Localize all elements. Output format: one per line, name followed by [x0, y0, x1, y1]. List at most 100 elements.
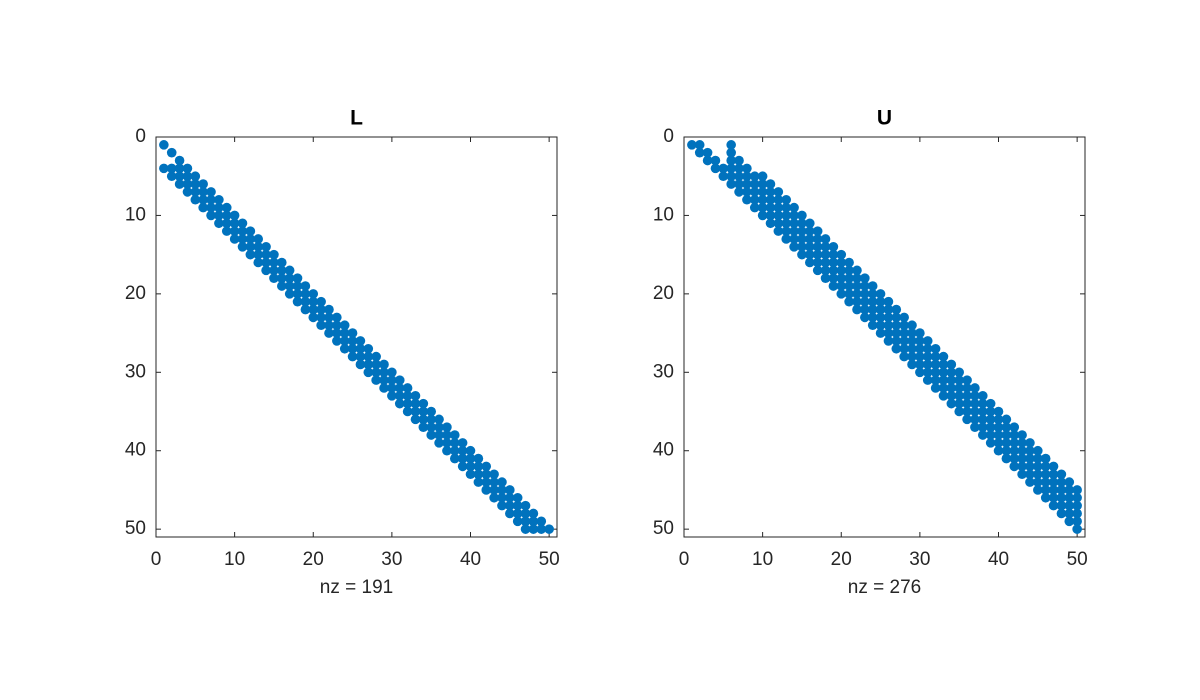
- nonzero-dot: [970, 391, 980, 401]
- nonzero-dot: [528, 516, 539, 527]
- nonzero-dot: [852, 289, 862, 299]
- nonzero-dot: [742, 163, 752, 174]
- nonzero-dot: [962, 398, 972, 409]
- nonzero-dot: [836, 289, 847, 299]
- nonzero-dot: [899, 328, 909, 338]
- nonzero-dot: [710, 163, 721, 174]
- axes-title: L: [350, 107, 363, 130]
- nonzero-dot: [292, 273, 303, 283]
- nonzero-dot: [418, 398, 429, 409]
- y-tick-label: 30: [125, 361, 146, 382]
- nonzero-dot: [528, 524, 539, 534]
- nonzero-dot: [1048, 500, 1059, 511]
- nonzero-dot: [434, 422, 444, 432]
- nonzero-dot: [922, 375, 933, 385]
- y-tick-label: 40: [125, 440, 146, 461]
- nonzero-dot: [860, 273, 870, 283]
- nonzero-dot: [765, 194, 776, 205]
- nonzero-dot: [512, 508, 523, 519]
- nonzero-dot: [773, 218, 784, 229]
- nonzero-dot: [977, 414, 988, 425]
- nonzero-dot: [812, 234, 823, 244]
- nonzero-dot: [812, 242, 823, 252]
- nonzero-dot: [844, 257, 854, 268]
- nonzero-dot: [339, 336, 350, 346]
- nonzero-dot: [875, 304, 886, 315]
- nonzero-dot: [497, 477, 507, 487]
- nonzero-dot: [394, 375, 405, 385]
- nonzero-dot: [316, 296, 326, 307]
- nonzero-dot: [269, 273, 279, 283]
- nonzero-dot: [363, 367, 374, 378]
- nonzero-dot: [757, 202, 768, 213]
- nonzero-dot: [749, 202, 760, 213]
- nonzero-dot: [379, 367, 389, 378]
- nonzero-dot: [875, 320, 886, 331]
- nonzero-dot: [820, 242, 831, 252]
- nonzero-dot: [749, 171, 760, 182]
- nonzero-dot: [1072, 492, 1082, 503]
- nonzero-dot: [253, 249, 264, 260]
- nonzero-dot: [316, 320, 326, 331]
- nonzero-dot: [457, 453, 468, 464]
- nonzero-dot: [457, 461, 468, 472]
- nonzero-dot: [379, 375, 389, 385]
- nonzero-dot: [1017, 445, 1027, 456]
- x-tick-label: 20: [831, 549, 852, 570]
- nonzero-dot: [930, 359, 941, 370]
- nonzero-dot: [489, 477, 499, 487]
- nonzero-dot: [363, 351, 374, 362]
- nonzero-dot: [347, 351, 358, 362]
- nonzero-dot: [970, 414, 980, 425]
- nonzero-dot: [875, 328, 886, 338]
- nonzero-dot: [930, 383, 941, 393]
- nonzero-dot: [844, 265, 854, 276]
- nonzero-dot: [797, 210, 807, 221]
- nonzero-dot: [907, 328, 917, 338]
- nonzero-dot: [426, 430, 436, 440]
- nonzero-dot: [1009, 430, 1020, 440]
- nonzero-dot: [316, 304, 326, 315]
- nonzero-dot: [781, 210, 792, 221]
- nonzero-dot: [742, 194, 752, 205]
- nonzero-dot: [734, 187, 744, 197]
- nonzero-dot: [528, 508, 539, 519]
- nonzero-dot: [1001, 422, 1012, 432]
- nonzero-dot: [355, 343, 366, 354]
- nonzero-dot: [820, 273, 831, 283]
- nonzero-dot: [300, 289, 311, 299]
- nonzero-dot: [174, 155, 185, 166]
- nonzero-dot: [159, 163, 169, 174]
- nonzero-dot: [915, 351, 925, 362]
- nonzero-dot: [781, 226, 792, 236]
- nonzero-dot: [844, 289, 854, 299]
- nonzero-dot: [985, 430, 996, 440]
- nonzero-dot: [402, 383, 413, 393]
- nonzero-dot: [1056, 500, 1067, 511]
- nonzero-dot: [773, 210, 784, 221]
- nonzero-dot: [347, 336, 358, 346]
- nonzero-dot: [434, 414, 444, 425]
- nonzero-dot: [828, 249, 839, 260]
- nonzero-dot: [300, 281, 311, 291]
- nonzero-dot: [536, 524, 547, 534]
- nonzero-dot: [985, 438, 996, 448]
- nonzero-dot: [394, 398, 405, 409]
- nonzero-dot: [418, 414, 429, 425]
- nonzero-dot: [277, 257, 287, 268]
- nonzero-dot: [1033, 469, 1043, 480]
- nonzero-dot: [702, 155, 713, 166]
- nonzero-dot: [1064, 500, 1075, 511]
- nonzero-dot: [930, 351, 941, 362]
- nonzero-dot: [1040, 469, 1051, 480]
- x-tick-label: 50: [1067, 549, 1088, 570]
- nonzero-dot: [899, 343, 909, 354]
- nonzero-dot: [536, 516, 547, 527]
- nonzero-dot: [520, 524, 531, 534]
- nonzero-dot: [198, 187, 208, 197]
- nonzero-dot: [497, 492, 507, 503]
- nonzero-dot: [544, 524, 554, 534]
- nonzero-dot: [410, 398, 421, 409]
- nonzero-dot: [757, 210, 768, 221]
